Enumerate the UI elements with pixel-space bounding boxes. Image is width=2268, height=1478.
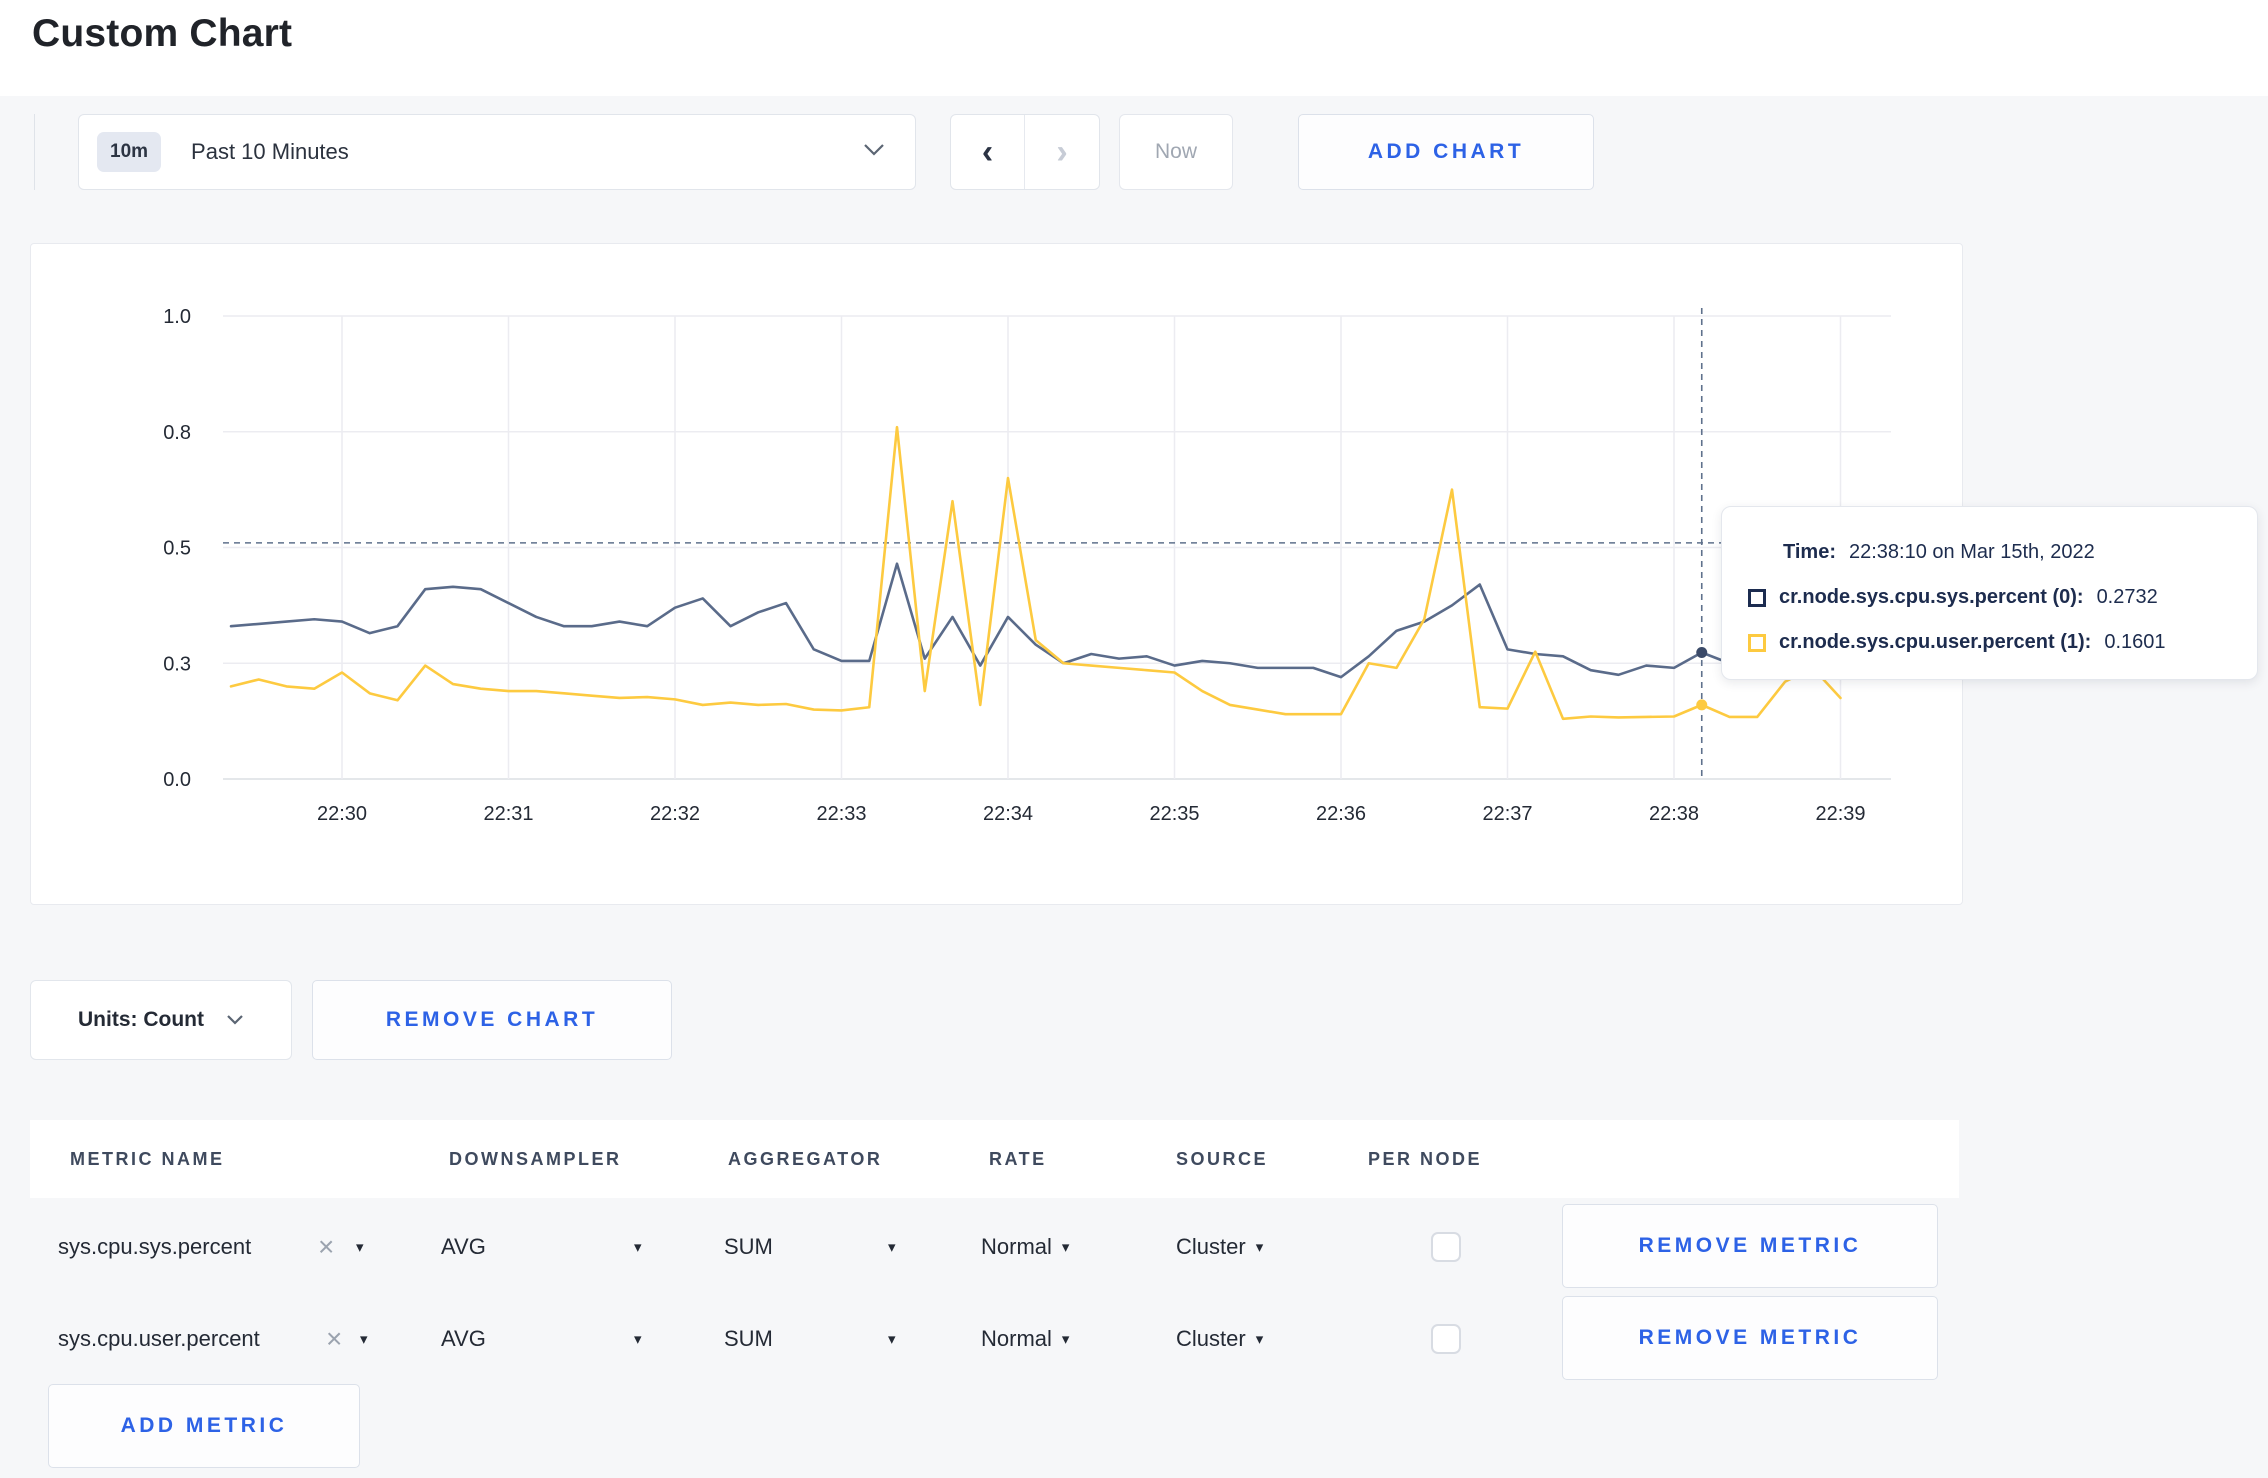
svg-text:22:30: 22:30 (317, 803, 367, 825)
table-row: sys.cpu.sys.percent × ▾ AVG ▾ SUM ▾ Norm… (30, 1201, 1959, 1293)
page-header: Custom Chart (0, 0, 2268, 96)
metric-name-select[interactable]: sys.cpu.user.percent (58, 1326, 260, 1351)
time-range-label: Past 10 Minutes (191, 139, 349, 164)
col-header-aggregator: AGGREGATOR (728, 1149, 883, 1169)
chevron-down-icon[interactable]: ▾ (634, 1331, 642, 1348)
chevron-down-icon: ▾ (1255, 1331, 1264, 1348)
col-header-rate: RATE (989, 1149, 1047, 1169)
chevron-down-icon: ▾ (1255, 1239, 1264, 1256)
chevron-down-icon[interactable]: ▾ (356, 1239, 364, 1256)
chart-tooltip: Time: 22:38:10 on Mar 15th, 2022 cr.node… (1721, 506, 2258, 680)
downsampler-select[interactable]: AVG (441, 1234, 486, 1259)
sys-series-swatch-icon (1748, 588, 1766, 607)
tooltip-series-value: 0.1601 (2104, 631, 2166, 653)
clear-metric-x-icon[interactable]: × (318, 1231, 335, 1262)
time-window-pager: ‹ › (950, 114, 1100, 190)
tooltip-series-value: 0.2732 (2096, 586, 2158, 608)
tooltip-series-row: cr.node.sys.cpu.user.percent (1): 0.1601 (1722, 620, 2257, 665)
svg-text:0.3: 0.3 (163, 653, 191, 675)
units-dropdown[interactable]: Units: Count (30, 980, 292, 1060)
tooltip-series-row: cr.node.sys.cpu.sys.percent (0): 0.2732 (1722, 575, 2257, 620)
chevron-down-icon[interactable]: ▾ (634, 1239, 642, 1256)
tooltip-series-name: cr.node.sys.cpu.user.percent (1): (1779, 631, 2092, 653)
chevron-down-icon[interactable]: ▾ (888, 1331, 896, 1348)
chevron-down-icon[interactable]: ▾ (360, 1331, 368, 1348)
time-range-badge: 10m (97, 132, 162, 172)
tooltip-time-row: Time: 22:38:10 on Mar 15th, 2022 (1722, 530, 2257, 575)
metric-name-select[interactable]: sys.cpu.sys.percent (58, 1234, 252, 1259)
chevron-down-icon (227, 1015, 243, 1025)
add-metric-button[interactable]: ADD METRIC (48, 1384, 360, 1468)
svg-text:22:31: 22:31 (483, 803, 533, 825)
toolbar-divider (34, 114, 35, 190)
remove-metric-button[interactable]: REMOVE METRIC (1562, 1296, 1938, 1380)
remove-chart-button[interactable]: REMOVE CHART (312, 980, 672, 1060)
per-node-checkbox[interactable] (1431, 1324, 1461, 1354)
aggregator-select[interactable]: SUM (724, 1326, 773, 1351)
remove-metric-button[interactable]: REMOVE METRIC (1562, 1204, 1938, 1288)
svg-text:0.8: 0.8 (163, 422, 191, 444)
add-chart-button[interactable]: ADD CHART (1298, 114, 1594, 190)
source-select[interactable]: Cluster ▾ (1176, 1326, 1264, 1351)
prev-window-button[interactable]: ‹ (951, 115, 1025, 189)
chevron-down-icon[interactable]: ▾ (888, 1239, 896, 1256)
clear-metric-x-icon[interactable]: × (326, 1323, 343, 1354)
col-header-source: SOURCE (1176, 1149, 1269, 1169)
svg-text:22:37: 22:37 (1482, 803, 1532, 825)
downsampler-select[interactable]: AVG (441, 1326, 486, 1351)
metrics-table-header: METRIC NAME DOWNSAMPLER AGGREGATOR RATE … (30, 1120, 1959, 1198)
chevron-down-icon: ▾ (1061, 1331, 1070, 1348)
svg-text:0.5: 0.5 (163, 538, 191, 560)
rate-select[interactable]: Normal ▾ (981, 1234, 1070, 1259)
svg-text:22:35: 22:35 (1149, 803, 1199, 825)
chevron-down-icon: ▾ (1061, 1239, 1070, 1256)
rate-select[interactable]: Normal ▾ (981, 1326, 1070, 1351)
cpu-chart-svg[interactable]: 1.0 0.8 0.5 0.3 0.0 22:30 22:31 22:32 22:33 22:34… (31, 244, 1964, 906)
now-button[interactable]: Now (1119, 114, 1233, 190)
aggregator-select[interactable]: SUM (724, 1234, 773, 1259)
svg-text:22:34: 22:34 (983, 803, 1033, 825)
user-series-swatch-icon (1748, 633, 1766, 652)
svg-text:22:38: 22:38 (1649, 803, 1699, 825)
tooltip-time-value: 22:38:10 on Mar 15th, 2022 (1848, 541, 2095, 563)
col-header-downsampler: DOWNSAMPLER (449, 1149, 622, 1169)
col-header-per-node: PER NODE (1368, 1149, 1483, 1169)
svg-text:1.0: 1.0 (163, 306, 191, 328)
svg-text:0.0: 0.0 (163, 769, 191, 791)
source-select[interactable]: Cluster ▾ (1176, 1234, 1264, 1259)
svg-text:22:33: 22:33 (816, 803, 866, 825)
svg-text:22:36: 22:36 (1316, 803, 1366, 825)
svg-text:22:32: 22:32 (650, 803, 700, 825)
tooltip-time-label: Time: (1783, 541, 1836, 563)
svg-text:22:39: 22:39 (1815, 803, 1865, 825)
chart-card: 1.0 0.8 0.5 0.3 0.0 22:30 22:31 22:32 22:33 22:34… (30, 243, 1963, 905)
chevron-down-icon (864, 144, 884, 156)
next-window-button[interactable]: › (1056, 132, 1068, 171)
page-title: Custom Chart (32, 12, 293, 55)
tooltip-series-name: cr.node.sys.cpu.sys.percent (0): (1779, 586, 2084, 608)
table-row: sys.cpu.user.percent × ▾ AVG ▾ SUM ▾ Nor… (30, 1293, 1959, 1385)
units-label: Units: Count (78, 1008, 204, 1031)
col-header-metric-name: METRIC NAME (70, 1149, 225, 1169)
time-range-dropdown[interactable]: 10m Past 10 Minutes (78, 114, 916, 190)
per-node-checkbox[interactable] (1431, 1232, 1461, 1262)
